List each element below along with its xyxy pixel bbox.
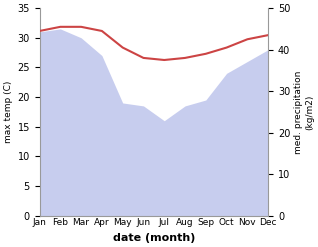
Y-axis label: max temp (C): max temp (C) xyxy=(4,81,13,143)
X-axis label: date (month): date (month) xyxy=(113,233,195,243)
Y-axis label: med. precipitation
(kg/m2): med. precipitation (kg/m2) xyxy=(294,70,314,154)
